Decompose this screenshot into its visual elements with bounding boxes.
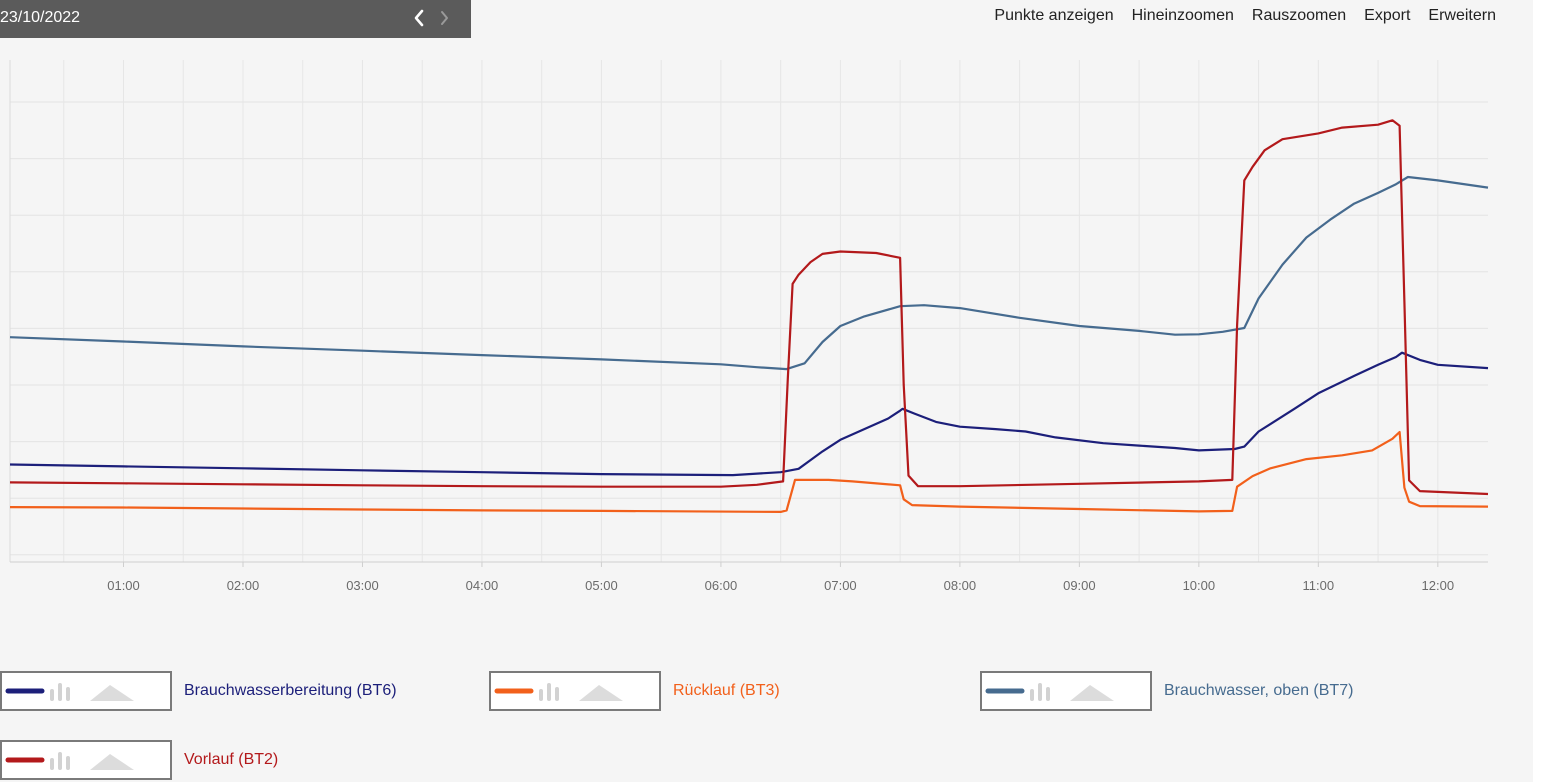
x-axis-ticks: 01:00 02:00 03:00 04:00 05:00 06:00 07:00 08:00… (107, 562, 1454, 593)
area-chart-icon (90, 754, 134, 770)
chart-toolbar: Punkte anzeigen Hineinzoomen Rauszoomen … (994, 7, 1496, 27)
legend-item[interactable]: Brauchwasserbereitung (BT6) (0, 671, 397, 711)
x-tick-label: 11:00 (1303, 578, 1335, 593)
legend-label: Vorlauf (BT2) (184, 751, 279, 768)
export-button[interactable]: Export (1364, 7, 1411, 24)
legend-label: Brauchwasserbereitung (BT6) (184, 682, 397, 699)
series-line-4 (9, 119, 1489, 496)
bar-chart-icon (539, 683, 559, 701)
zoom-in-button[interactable]: Hineinzoomen (1131, 7, 1234, 24)
area-chart-icon (90, 685, 134, 701)
area-chart-icon (579, 685, 623, 701)
bar-chart-icon (50, 683, 70, 701)
legend-toggle[interactable] (0, 740, 172, 780)
legend-label: Brauchwasser, oben (BT7) (1164, 682, 1354, 699)
chevron-right-icon[interactable] (436, 6, 454, 30)
bar-chart-icon (50, 752, 70, 770)
x-tick-label: 03:00 (346, 578, 379, 593)
area-chart-icon (1070, 685, 1114, 701)
legend-toggle[interactable] (0, 671, 172, 711)
series-line-1 (9, 351, 1489, 477)
date-label: 23/10/2022 (0, 9, 81, 26)
x-tick-label: 06:00 (705, 578, 738, 593)
plot-background (10, 60, 1488, 562)
x-tick-label: 07:00 (824, 578, 857, 593)
show-points-button[interactable]: Punkte anzeigen (994, 7, 1114, 24)
bar-chart-icon (1030, 683, 1050, 701)
legend-item[interactable]: Brauchwasser, oben (BT7) (980, 671, 1353, 711)
x-tick-label: 09:00 (1063, 578, 1096, 593)
legend-toggle[interactable] (489, 671, 661, 711)
x-tick-label: 08:00 (944, 578, 977, 593)
chevron-left-icon[interactable] (410, 6, 428, 30)
x-tick-label: 02:00 (227, 578, 260, 593)
x-tick-label: 10:00 (1183, 578, 1216, 593)
expand-button[interactable]: Erweitern (1428, 7, 1496, 24)
zoom-out-button[interactable]: Rauszoomen (1251, 7, 1347, 24)
series-line-2 (9, 430, 1489, 513)
legend-item[interactable]: Rücklauf (BT3) (489, 671, 780, 711)
legend-toggle[interactable] (980, 671, 1152, 711)
legend-item[interactable]: Vorlauf (BT2) (0, 740, 278, 780)
x-tick-label: 12:00 (1422, 578, 1455, 593)
vertical-grid (63, 60, 1439, 562)
date-bar: 23/10/2022 (0, 0, 471, 38)
x-tick-label: 04:00 (466, 578, 499, 593)
x-tick-label: 01:00 (107, 578, 140, 593)
horizontal-grid (10, 101, 1488, 556)
legend-label: Rücklauf (BT3) (673, 682, 780, 699)
series-line-3 (9, 175, 1489, 371)
temperature-line-chart[interactable]: 01:00 02:00 03:00 04:00 05:00 06:00 07:00 08:00… (0, 60, 1500, 600)
x-tick-label: 05:00 (585, 578, 618, 593)
